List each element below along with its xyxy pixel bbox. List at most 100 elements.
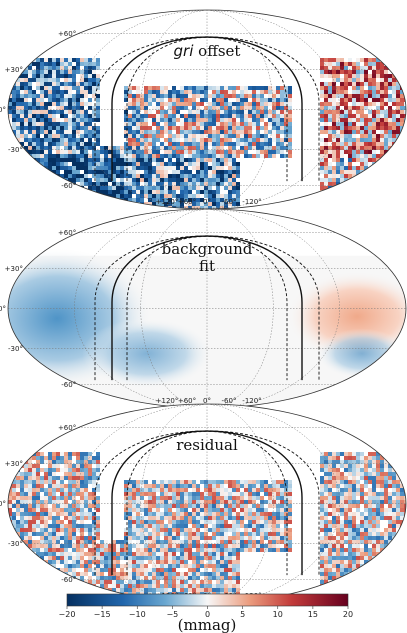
map-pixel bbox=[208, 552, 212, 556]
map-pixel bbox=[28, 78, 32, 82]
map-pixel bbox=[248, 528, 252, 532]
map-pixel bbox=[332, 158, 336, 162]
map-pixel bbox=[76, 178, 80, 182]
map-pixel bbox=[268, 532, 272, 536]
map-pixel bbox=[80, 520, 84, 524]
map-pixel bbox=[192, 198, 196, 202]
map-pixel bbox=[216, 544, 220, 548]
map-pixel bbox=[8, 512, 12, 516]
map-pixel bbox=[56, 106, 60, 110]
map-pixel bbox=[396, 198, 400, 202]
map-pixel bbox=[48, 82, 52, 86]
map-pixel bbox=[244, 130, 248, 134]
map-pixel bbox=[32, 504, 36, 508]
map-pixel bbox=[320, 110, 324, 114]
map-pixel bbox=[376, 122, 380, 126]
map-pixel bbox=[32, 500, 36, 504]
map-pixel bbox=[236, 190, 240, 194]
map-pixel bbox=[56, 556, 60, 560]
map-pixel bbox=[92, 126, 96, 130]
map-pixel bbox=[80, 154, 84, 158]
map-pixel bbox=[72, 66, 76, 70]
map-pixel bbox=[180, 194, 184, 198]
map-pixel bbox=[172, 536, 176, 540]
map-pixel bbox=[144, 122, 148, 126]
map-pixel bbox=[76, 540, 80, 544]
map-pixel bbox=[392, 480, 396, 484]
map-pixel bbox=[380, 480, 384, 484]
map-pixel bbox=[352, 504, 356, 508]
map-pixel bbox=[44, 142, 48, 146]
map-pixel bbox=[360, 568, 364, 572]
map-pixel bbox=[196, 532, 200, 536]
map-pixel bbox=[104, 174, 108, 178]
map-pixel bbox=[136, 98, 140, 102]
map-pixel bbox=[84, 74, 88, 78]
map-pixel bbox=[328, 524, 332, 528]
map-pixel bbox=[252, 528, 256, 532]
map-pixel bbox=[144, 114, 148, 118]
map-pixel bbox=[64, 556, 68, 560]
map-pixel bbox=[16, 492, 20, 496]
map-pixel bbox=[68, 512, 72, 516]
map-pixel bbox=[320, 86, 324, 90]
map-pixel bbox=[228, 556, 232, 560]
map-pixel bbox=[184, 146, 188, 150]
map-pixel bbox=[68, 572, 72, 576]
map-pixel bbox=[284, 138, 288, 142]
map-pixel bbox=[20, 162, 24, 166]
map-pixel bbox=[348, 70, 352, 74]
map-pixel bbox=[236, 102, 240, 106]
map-pixel bbox=[392, 568, 396, 572]
map-pixel bbox=[56, 98, 60, 102]
map-pixel bbox=[144, 206, 148, 209]
map-pixel bbox=[172, 548, 176, 552]
map-pixel bbox=[360, 178, 364, 182]
map-pixel bbox=[76, 572, 80, 576]
map-pixel bbox=[280, 532, 284, 536]
map-pixel bbox=[152, 492, 156, 496]
map-pixel bbox=[124, 540, 128, 544]
map-pixel bbox=[76, 560, 80, 564]
map-pixel bbox=[168, 150, 172, 154]
map-pixel bbox=[28, 472, 32, 476]
map-pixel bbox=[392, 114, 396, 118]
map-pixel bbox=[228, 90, 232, 94]
map-pixel bbox=[264, 492, 268, 496]
map-pixel bbox=[320, 126, 324, 130]
map-pixel bbox=[280, 122, 284, 126]
map-pixel bbox=[368, 516, 372, 520]
map-pixel bbox=[212, 560, 216, 564]
map-pixel bbox=[168, 198, 172, 202]
map-pixel bbox=[8, 476, 12, 480]
map-pixel bbox=[188, 492, 192, 496]
map-pixel bbox=[188, 540, 192, 544]
map-pixel bbox=[88, 166, 92, 170]
map-pixel bbox=[96, 82, 100, 86]
map-pixel bbox=[88, 114, 92, 118]
map-pixel bbox=[64, 524, 68, 528]
map-pixel bbox=[392, 456, 396, 460]
map-pixel bbox=[164, 170, 168, 174]
map-pixel bbox=[200, 166, 204, 170]
map-pixel bbox=[368, 102, 372, 106]
map-pixel bbox=[144, 492, 148, 496]
map-pixel bbox=[48, 480, 52, 484]
map-pixel bbox=[176, 154, 180, 158]
map-pixel bbox=[344, 134, 348, 138]
map-pixel bbox=[280, 540, 284, 544]
map-pixel bbox=[372, 560, 376, 564]
map-pixel bbox=[228, 150, 232, 154]
map-pixel bbox=[16, 106, 20, 110]
map-pixel bbox=[320, 66, 324, 70]
map-pixel bbox=[68, 166, 72, 170]
map-pixel bbox=[124, 174, 128, 178]
map-pixel bbox=[44, 500, 48, 504]
map-pixel bbox=[80, 194, 84, 198]
map-pixel bbox=[320, 528, 324, 532]
map-pixel bbox=[28, 182, 32, 186]
map-pixel bbox=[248, 114, 252, 118]
map-pixel bbox=[372, 142, 376, 146]
map-pixel bbox=[192, 118, 196, 122]
map-pixel bbox=[360, 122, 364, 126]
